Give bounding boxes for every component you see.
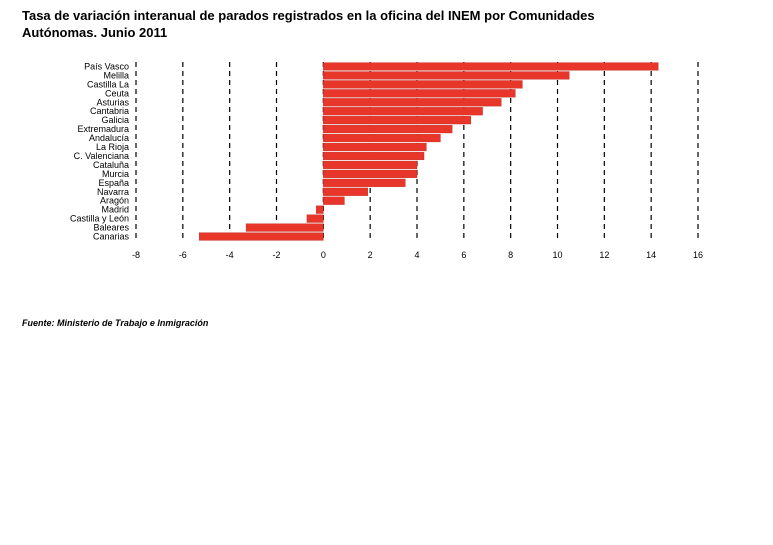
bar-5: [323, 107, 483, 116]
chart-title: Tasa de variación interanual de parados …: [22, 7, 642, 41]
bar-15: [323, 196, 345, 205]
x-tick-label-8: 8: [508, 250, 513, 260]
bars: [199, 62, 659, 241]
bar-18: [245, 223, 324, 232]
x-tick-label-3: -2: [272, 250, 280, 260]
x-tick-label-0: -8: [132, 250, 140, 260]
category-label-12: Murcia: [102, 169, 129, 179]
chart-title-line2: Autónomas. Junio 2011: [22, 25, 168, 40]
chart-title-line1: Tasa de variación interanual de parados …: [22, 8, 595, 23]
bar-0: [323, 62, 659, 71]
bar-6: [323, 116, 472, 125]
category-label-16: Madrid: [101, 205, 129, 215]
category-label-18: Baleares: [93, 223, 129, 233]
bar-1: [323, 71, 570, 80]
x-tick-label-6: 4: [414, 250, 419, 260]
category-label-2: Castilla La: [87, 79, 129, 89]
category-label-19: Canarias: [93, 232, 130, 242]
bar-3: [323, 89, 516, 98]
x-tick-label-7: 6: [461, 250, 466, 260]
bar-16: [316, 205, 324, 214]
bar-7: [323, 125, 453, 134]
category-label-1: Melilla: [103, 70, 129, 80]
category-label-10: C. Valenciana: [74, 151, 129, 161]
category-label-15: Aragón: [100, 196, 129, 206]
x-tick-label-1: -6: [179, 250, 187, 260]
category-label-3: Ceuta: [105, 88, 129, 98]
bar-11: [323, 160, 418, 169]
category-label-9: La Rioja: [96, 142, 129, 152]
bar-19: [199, 232, 324, 241]
category-label-13: España: [98, 178, 129, 188]
x-tick-label-11: 14: [646, 250, 656, 260]
category-label-7: Extremadura: [77, 124, 129, 134]
bar-9: [323, 142, 427, 152]
bar-12: [323, 169, 418, 178]
bar-10: [323, 151, 425, 161]
bar-2: [323, 80, 523, 89]
category-label-0: País Vasco: [84, 61, 129, 71]
x-tick-label-2: -4: [226, 250, 234, 260]
category-label-4: Asturias: [96, 97, 129, 107]
category-label-14: Navarra: [97, 187, 129, 197]
category-label-11: Cataluña: [93, 160, 129, 170]
x-tick-label-12: 16: [693, 250, 703, 260]
source-note: Fuente: Ministerio de Trabajo e Inmigrac…: [22, 318, 209, 328]
x-tick-labels: -8 -6 -4 -2 0 2 4 6 8 10 12 14 16: [132, 250, 703, 260]
grid-lines: [135, 62, 699, 241]
bar-8: [323, 134, 441, 143]
x-tick-label-5: 2: [368, 250, 373, 260]
x-tick-label-9: 10: [552, 250, 562, 260]
category-label-8: Andalucía: [89, 133, 129, 143]
category-label-17: Castilla y León: [70, 214, 129, 224]
bar-13: [323, 178, 406, 187]
x-tick-label-10: 12: [599, 250, 609, 260]
bar-17: [306, 214, 324, 223]
category-label-6: Galicia: [101, 115, 129, 125]
bar-14: [323, 187, 369, 196]
category-label-5: Cantabria: [90, 106, 129, 116]
bar-4: [323, 98, 502, 107]
x-tick-label-4: 0: [321, 250, 326, 260]
